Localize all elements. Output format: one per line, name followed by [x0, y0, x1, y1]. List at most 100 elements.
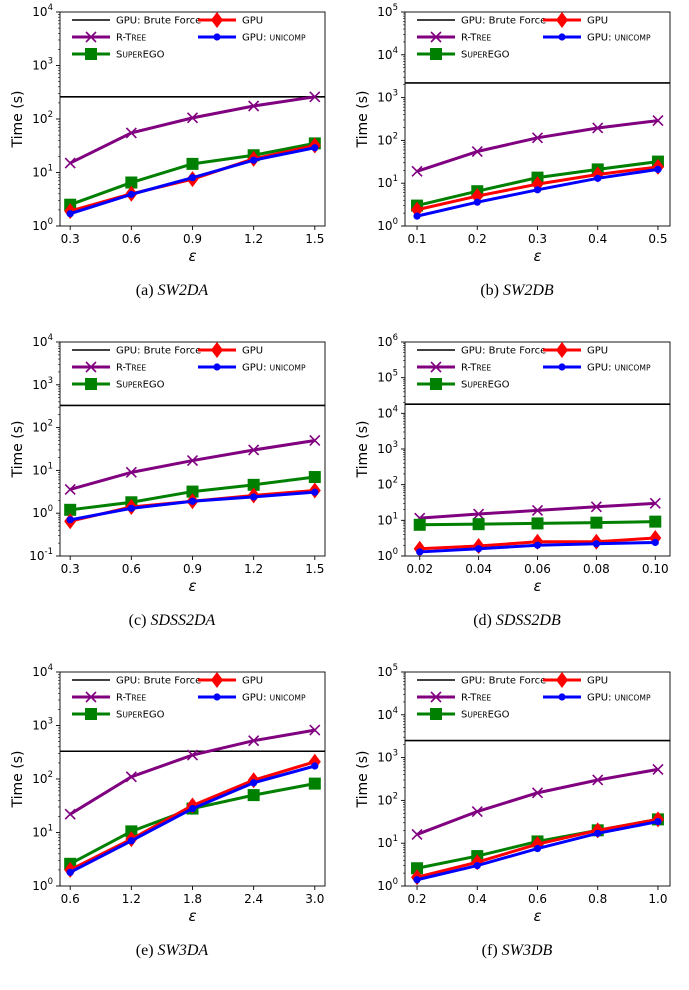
x-tick-label: 0.5	[648, 232, 667, 246]
superego-point	[125, 176, 138, 189]
y-tick-label: 100	[377, 217, 398, 233]
x-tick-label: 0.6	[122, 562, 141, 576]
legend-label: GPU: Brute Force	[116, 346, 201, 357]
caption-dataset-name: SW2DA	[157, 282, 209, 299]
superego-point	[411, 862, 424, 875]
rtree-point	[309, 91, 321, 103]
y-tick-label: 104	[32, 3, 53, 19]
y-axis-label: Time (s)	[10, 751, 26, 809]
legend-label: GPU: Brute Force	[461, 676, 546, 687]
chart-svg: 10-1 100 101 102 103 104 0.3 0.6 0.9 1.2 1.5 ε Time …	[10, 333, 326, 595]
legend-label: GPU: UNICOMP	[587, 33, 651, 44]
y-tick-label: 105	[377, 663, 398, 679]
data-layer	[405, 403, 670, 556]
caption-dataset-name: SDSS2DB	[495, 612, 561, 629]
legend-item-superego: SUPEREGO	[417, 378, 510, 391]
legend-marker	[85, 691, 97, 703]
legend-label: R-TREE	[461, 363, 491, 374]
rtree-point	[186, 112, 199, 124]
x-tick-label: 0.08	[583, 562, 610, 576]
x-tick-label: 3.0	[305, 892, 324, 906]
x-tick-label: 1.2	[244, 562, 263, 576]
unicomp-point	[413, 876, 421, 884]
rtree-point	[248, 735, 260, 747]
unicomp-point	[127, 837, 135, 845]
caption-letter: (d)	[473, 612, 492, 629]
x-tick-label: 1.8	[183, 892, 202, 906]
legend-label: GPU: UNICOMP	[242, 693, 306, 704]
caption-dataset-name: SDSS2DA	[150, 612, 216, 629]
gpu-point	[308, 753, 321, 770]
legend-label: R-TREE	[461, 33, 491, 44]
y-tick-label: 105	[377, 369, 398, 385]
legend-marker	[211, 12, 223, 28]
legend-label: GPU	[242, 676, 263, 687]
legend-marker	[213, 33, 221, 41]
caption-letter: (a)	[135, 282, 154, 299]
rtree-point	[473, 508, 485, 520]
plot-frame	[404, 671, 671, 887]
caption-letter: (f)	[481, 942, 498, 959]
caption-dataset-name: SW2DB	[503, 282, 554, 299]
legend-label: GPU: UNICOMP	[587, 363, 651, 374]
legend-label: GPU	[587, 16, 608, 27]
x-tick-label: 1.5	[305, 562, 324, 576]
rtree-point	[125, 466, 137, 478]
y-tick-label: 104	[32, 333, 53, 349]
unicomp-point	[311, 488, 319, 496]
y-axis-label: Time (s)	[10, 421, 26, 479]
gpu-point	[531, 836, 544, 853]
figure-caption: (e) SW3DA	[0, 942, 344, 960]
rtree-point	[248, 444, 260, 456]
chart-panel-2: 100 101 102 103 104 105 0.1 0.2 0.3 0.4 0.5 ε Time (…	[345, 0, 689, 330]
y-tick-label: 101	[32, 824, 53, 840]
y-axis-label: Time (s)	[355, 751, 371, 809]
plot-frame	[59, 341, 326, 557]
gpu-point	[411, 201, 424, 218]
unicomp-point	[66, 210, 74, 218]
x-tick-label: 0.1	[407, 232, 426, 246]
rtree-point	[186, 454, 199, 467]
legend-label: GPU	[587, 676, 608, 687]
legend-item-brute: GPU: Brute Force	[417, 16, 546, 27]
legend-marker	[85, 361, 97, 373]
superego-point	[186, 485, 199, 498]
unicomp-series-line	[69, 764, 316, 874]
x-axis-label: ε	[533, 907, 541, 925]
x-tick-label: 2.4	[244, 892, 263, 906]
legend-marker	[430, 48, 442, 60]
rtree-point	[531, 787, 544, 799]
y-tick-label: 104	[377, 404, 398, 420]
x-tick-label: 0.04	[465, 562, 492, 576]
x-tick-label: 0.4	[468, 892, 487, 906]
superego-point	[247, 789, 260, 802]
x-tick-label: 0.3	[61, 562, 80, 576]
y-tick-label: 102	[32, 419, 53, 435]
x-tick-label: 0.2	[407, 892, 426, 906]
y-tick-label: 103	[32, 376, 53, 392]
legend-item-gpu: GPU	[543, 12, 608, 28]
unicomp-point	[654, 817, 662, 826]
rtree-series-line	[416, 119, 659, 173]
legend-marker	[85, 31, 97, 43]
legend-marker	[211, 342, 223, 358]
unicomp-point	[188, 497, 197, 505]
legend-item-brute: GPU: Brute Force	[72, 346, 201, 357]
unicomp-point	[66, 868, 74, 876]
superego-point	[649, 515, 662, 528]
legend-item-rtree: R-TREE	[72, 31, 146, 44]
chart-panel-4: 100 101 102 103 104 105 106 0.02 0.04 0.06 0.08 0.1…	[345, 330, 689, 660]
rtree-point	[125, 127, 137, 139]
unicomp-point	[533, 541, 542, 549]
legend-item-unicomp: GPU: UNICOMP	[543, 363, 651, 374]
legend-label: SUPEREGO	[116, 710, 165, 721]
y-tick-label: 103	[377, 440, 398, 456]
legend: GPU: Brute Force R-TREE SUPEREGO GPU GPU: UN…	[417, 12, 651, 61]
legend-marker	[85, 48, 97, 60]
legend-item-rtree: R-TREE	[72, 691, 146, 704]
chart-svg: 100 101 102 103 104 0.3 0.6 0.9 1.2 1.5 ε Time (s) G…	[10, 3, 326, 265]
chart-panel-1: 100 101 102 103 104 0.3 0.6 0.9 1.2 1.5 ε Time (s) G…	[0, 0, 344, 330]
chart-svg: 100 101 102 103 104 105 0.1 0.2 0.3 0.4 0.5 ε Time (…	[355, 3, 671, 265]
unicomp-point	[127, 504, 135, 512]
legend: GPU: Brute Force R-TREE SUPEREGO GPU GPU: UN…	[417, 672, 651, 721]
